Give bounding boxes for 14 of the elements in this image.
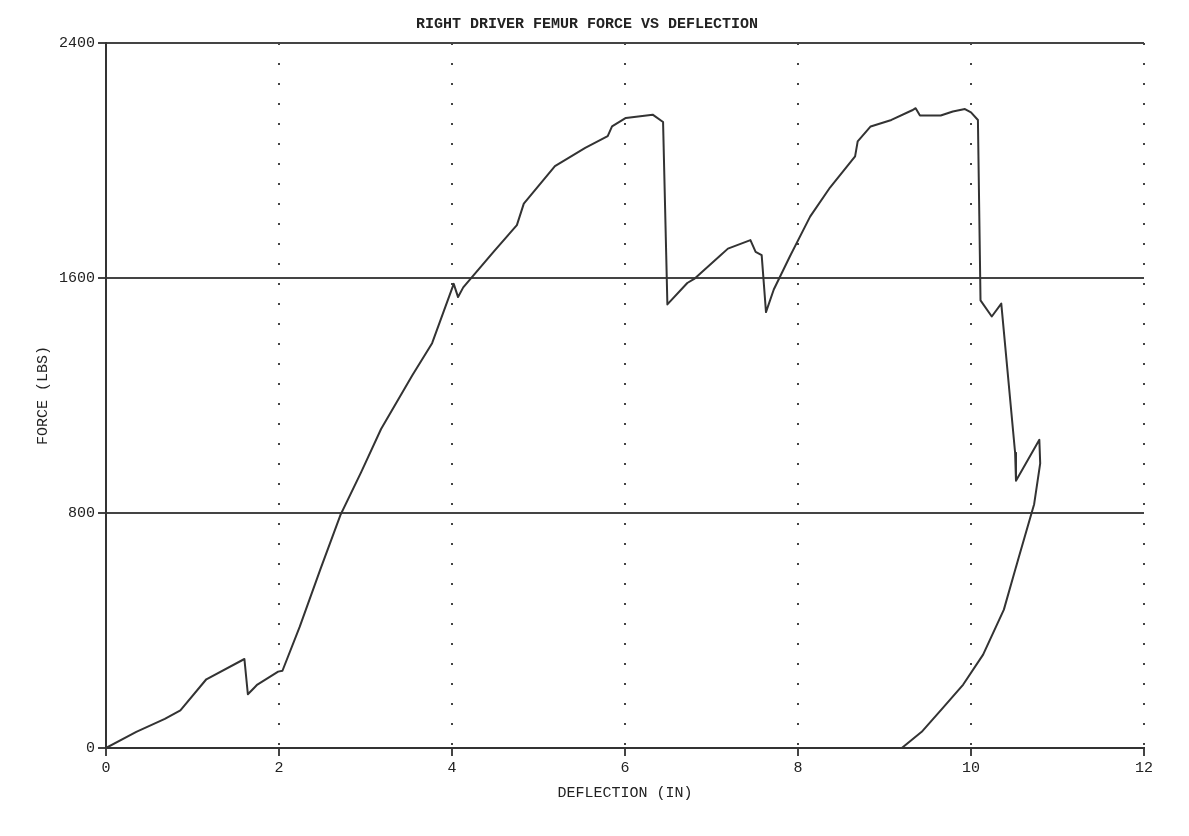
x-tick-label: 6	[620, 759, 630, 777]
x-tick-label: 12	[1134, 759, 1154, 777]
y-axis-title: FORCE (LBS)	[34, 345, 52, 446]
x-tick-label: 4	[447, 759, 457, 777]
x-tick-label: 10	[961, 759, 981, 777]
y-tick-label: 0	[85, 739, 96, 757]
y-tick-label: 2400	[58, 34, 96, 52]
y-tick-label: 800	[67, 504, 96, 522]
chart-title: RIGHT DRIVER FEMUR FORCE VS DEFLECTION	[415, 15, 759, 33]
x-tick-label: 0	[101, 759, 111, 777]
x-tick-label: 2	[274, 759, 284, 777]
y-tick-label: 1600	[58, 269, 96, 287]
x-tick-label: 8	[793, 759, 803, 777]
x-axis-title: DEFLECTION (IN)	[557, 784, 693, 802]
